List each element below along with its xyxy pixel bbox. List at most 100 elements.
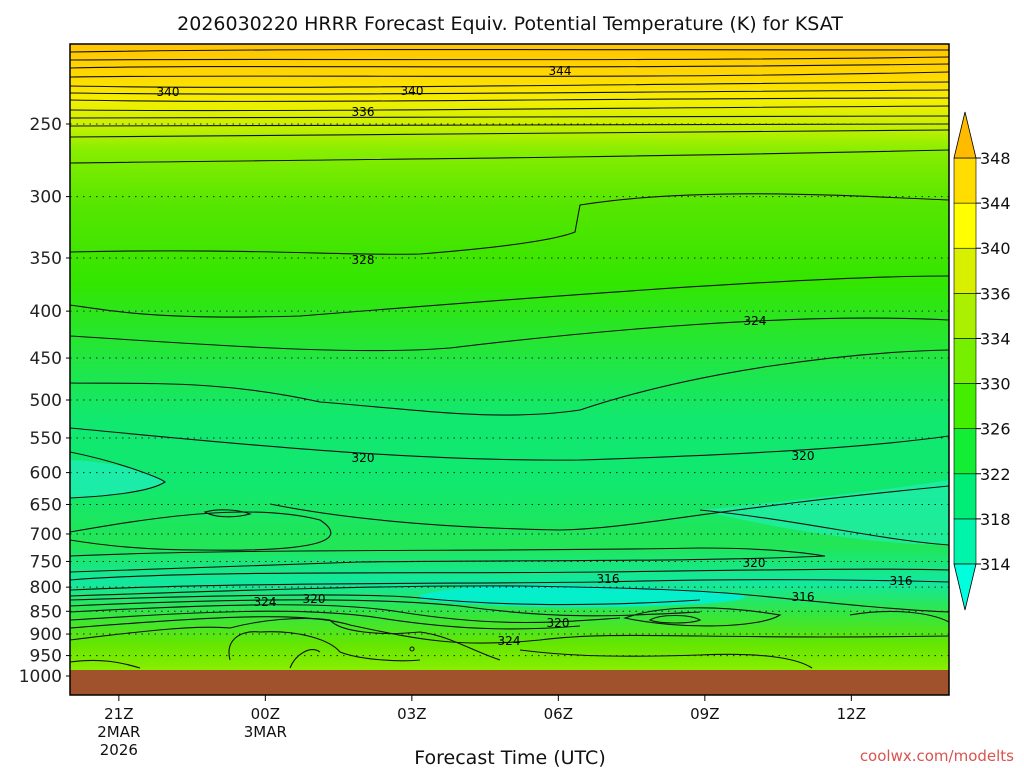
contour-line (70, 599, 701, 617)
contour-line (70, 547, 826, 573)
contour-label: 324 (254, 595, 277, 609)
contour-label: 316 (597, 572, 620, 586)
colorbar-min-arrow (953, 563, 977, 611)
x-tick-sublabel: 3MAR (244, 723, 287, 741)
colorbar: 314 318 322 326 330 334 336 340 344 348 (953, 111, 1011, 611)
contour-line (289, 649, 321, 669)
x-tick-sublabel: 2MAR (97, 723, 140, 741)
y-tick-label: 400 (30, 302, 62, 322)
y-tick-label: 300 (30, 188, 62, 208)
x-tick-label: 09Z (690, 705, 719, 723)
colorbar-label: 330 (980, 375, 1011, 394)
contour-line (70, 451, 166, 499)
contour-label: 316 (890, 574, 913, 588)
colorbar-band (953, 383, 977, 429)
y-tick-label: 600 (30, 464, 62, 484)
contour-line (519, 649, 813, 669)
colorbar-max-arrow (953, 111, 977, 159)
contour-line (70, 81, 949, 88)
y-tick-label: 850 (30, 602, 62, 622)
y-tick-label: 750 (30, 552, 62, 572)
contour-line (228, 631, 421, 662)
contour-line (623, 607, 782, 627)
y-tick-label: 700 (30, 525, 62, 545)
contour-line (70, 56, 949, 61)
contour-line (70, 48, 949, 53)
y-tick-label: 950 (30, 647, 62, 667)
y-tick-label: 500 (30, 391, 62, 411)
min-pocket-520 (700, 480, 949, 545)
contour-line (70, 579, 949, 591)
x-tick-label: 00Z (251, 705, 280, 723)
contour-line (70, 149, 949, 164)
contour-line (70, 594, 701, 606)
contour-line (70, 604, 621, 624)
colorbar-band (953, 247, 977, 294)
contour-labels: 344 340 340 336 328 324 320 320 320 316 316 316 324 3… (157, 64, 913, 648)
field-background (70, 44, 949, 670)
colorbar-label: 340 (980, 239, 1011, 258)
colorbar-label: 336 (980, 284, 1011, 303)
x-axis-label: Forecast Time (UTC) (414, 747, 605, 768)
y-tick-label: 450 (30, 349, 62, 369)
y-tick-label: 900 (30, 625, 62, 645)
contour-line (70, 610, 581, 630)
x-tick-label: 06Z (544, 705, 573, 723)
contour-line (70, 568, 949, 581)
contour-label: 320 (352, 451, 375, 465)
contour-label: 320 (547, 616, 570, 630)
contour-label: 340 (401, 84, 424, 98)
x-tick-label: 21Z (104, 705, 133, 723)
colorbar-label: 344 (980, 194, 1011, 213)
contour-line (269, 485, 949, 531)
x-tick-sublabel: 2026 (100, 741, 138, 759)
x-tick-label: 03Z (397, 705, 426, 723)
contour-label: 324 (744, 314, 767, 328)
contour-label: 324 (498, 634, 521, 648)
colorbar-label: 348 (980, 149, 1011, 168)
colorbar-band (953, 157, 977, 204)
contour-line (70, 616, 949, 644)
min-pocket-620 (70, 460, 165, 498)
contour-dot (409, 646, 415, 652)
contour-label: 320 (743, 556, 766, 570)
ground-fill (70, 670, 949, 695)
contour-label: 344 (549, 64, 572, 78)
y-tick-label: 650 (30, 495, 62, 515)
contour-line (70, 97, 949, 102)
contour-label: 336 (352, 105, 375, 119)
contour-line (70, 193, 949, 255)
y-tick-label: 550 (30, 429, 62, 449)
y-tick-label: 1000 (19, 667, 62, 687)
contour-line (70, 617, 501, 661)
contour-line (70, 659, 141, 669)
colorbar-band (953, 428, 977, 475)
y-tick-label: 350 (30, 249, 62, 269)
colorbar-band (953, 293, 977, 339)
contour-line (70, 71, 949, 78)
contour-label: 328 (352, 253, 375, 267)
plot-area (70, 44, 949, 695)
contour-line (849, 610, 949, 623)
contour-line (70, 105, 949, 112)
x-tick-label: 12Z (837, 705, 866, 723)
colorbar-label: 334 (980, 329, 1011, 348)
credit-link[interactable]: coolwx.com/modelts (860, 747, 1014, 765)
contour-line (699, 509, 949, 546)
contour-line (70, 63, 949, 69)
colorbar-label: 314 (980, 555, 1011, 574)
colorbar-band (953, 202, 977, 249)
contour-line (648, 614, 702, 624)
y-tick-label: 800 (30, 578, 62, 598)
chart-title: 2026030220 HRRR Forecast Equiv. Potentia… (177, 13, 843, 35)
contour-label: 320 (303, 592, 326, 606)
contour-line (70, 275, 949, 318)
colorbar-label: 318 (980, 510, 1011, 529)
contour-line (70, 89, 949, 95)
contour-line (70, 511, 332, 551)
y-axis: 250 300 350 400 450 500 550 600 650 700 750 800 850 9… (19, 115, 70, 687)
colorbar-band (953, 518, 977, 565)
colorbar-band (953, 473, 977, 520)
contour-line (70, 427, 949, 461)
